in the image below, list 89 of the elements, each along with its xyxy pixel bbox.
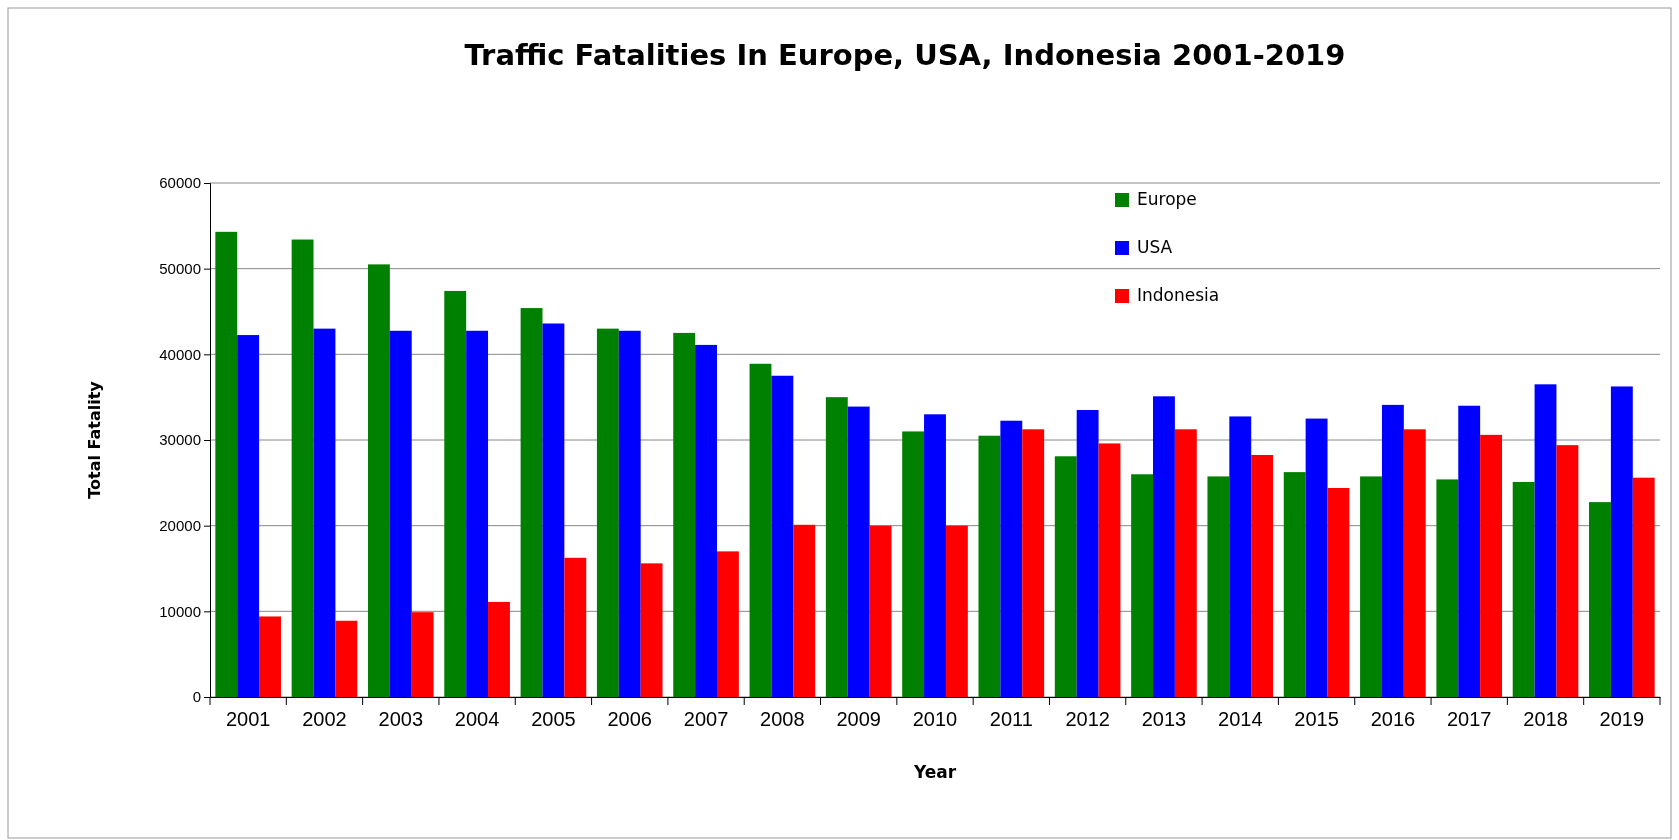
bar: [1174, 429, 1197, 697]
bar: [466, 330, 489, 697]
bar: [1207, 476, 1230, 697]
bar: [488, 601, 510, 697]
bar: [1534, 384, 1557, 697]
bar: [771, 375, 794, 697]
x-tick-label: 2011: [989, 708, 1033, 730]
y-tick-label: 60000: [159, 174, 201, 192]
x-tick-label: 2016: [1370, 708, 1416, 730]
x-axis-title: Year: [912, 762, 957, 782]
x-tick-label: 2010: [912, 708, 958, 730]
x-tick-label: 2009: [836, 708, 881, 730]
chart-title: Traffic Fatalities In Europe, USA, Indonesia 2001-2019: [464, 38, 1346, 72]
x-tick-label: 2001: [225, 708, 271, 730]
bar: [596, 328, 619, 697]
x-tick-label: 2019: [1599, 708, 1645, 730]
bar: [1076, 410, 1099, 697]
bar: [1458, 405, 1481, 697]
bar: [1381, 404, 1404, 697]
bar: [291, 239, 314, 697]
legend-label: USA: [1137, 237, 1173, 257]
legend-label: Indonesia: [1137, 285, 1220, 305]
x-tick-label: 2013: [1141, 708, 1187, 730]
bar: [444, 290, 467, 697]
x-tick-label: 2008: [760, 708, 805, 730]
bar: [1153, 396, 1175, 697]
bar: [793, 524, 816, 697]
bar: [618, 330, 641, 697]
bar: [389, 330, 412, 697]
x-tick-label: 2007: [683, 708, 729, 730]
bar: [1022, 429, 1045, 697]
bar: [1283, 472, 1306, 697]
y-tick-label: 10000: [159, 602, 201, 620]
bar: [1403, 429, 1426, 697]
bar: [1305, 418, 1328, 697]
x-tick-label: 2012: [1065, 708, 1110, 730]
bar: [978, 435, 1001, 697]
bar: [237, 335, 260, 697]
y-tick-label: 20000: [159, 516, 201, 534]
bar: [313, 328, 336, 697]
bar: [367, 264, 390, 697]
bar: [716, 551, 739, 697]
x-tick-label: 2017: [1446, 708, 1492, 730]
bar: [564, 557, 587, 697]
bar: [1589, 502, 1611, 697]
bar: [902, 431, 925, 697]
bar: [1360, 476, 1382, 697]
bar: [695, 344, 717, 697]
bar: [1480, 434, 1503, 697]
y-tick-label: 0: [192, 688, 201, 706]
x-tick-label: 2006: [607, 708, 652, 730]
bar: [259, 616, 281, 697]
bar: [640, 563, 663, 697]
legend-label: Europe: [1137, 189, 1197, 209]
y-tick-label: 30000: [159, 431, 201, 449]
x-tick-label: 2014: [1218, 708, 1263, 730]
bar: [1000, 420, 1023, 697]
bar: [1327, 487, 1350, 697]
bar: [215, 231, 238, 697]
bar: [1512, 481, 1535, 697]
x-tick-label: 2003: [378, 708, 424, 730]
bar: [1610, 386, 1633, 697]
bar: [869, 525, 892, 697]
bar: [1054, 456, 1077, 697]
bar: [1632, 477, 1655, 697]
bar: [673, 332, 696, 697]
bar: [945, 525, 968, 697]
x-tick-label: 2005: [531, 708, 576, 730]
bar: [520, 308, 543, 697]
bar: [1229, 416, 1252, 697]
y-tick-label: 40000: [159, 345, 201, 363]
bar: [542, 323, 565, 697]
bar: [1556, 445, 1579, 697]
bar: [1098, 443, 1121, 697]
bar: [1251, 454, 1274, 697]
bar: [1436, 479, 1459, 697]
bar: [411, 612, 434, 697]
bar: [749, 363, 772, 697]
bar: [1131, 474, 1154, 697]
x-tick-label: 2004: [454, 708, 500, 730]
y-axis-title: Total Fatality: [85, 380, 104, 499]
bar: [825, 397, 848, 697]
bar: [335, 620, 358, 697]
bar: [847, 406, 870, 697]
bar: [924, 414, 946, 697]
x-tick-label: 2002: [302, 708, 347, 730]
y-tick-label: 50000: [159, 259, 201, 277]
x-tick-label: 2015: [1294, 708, 1339, 730]
x-tick-label: 2018: [1523, 708, 1568, 730]
